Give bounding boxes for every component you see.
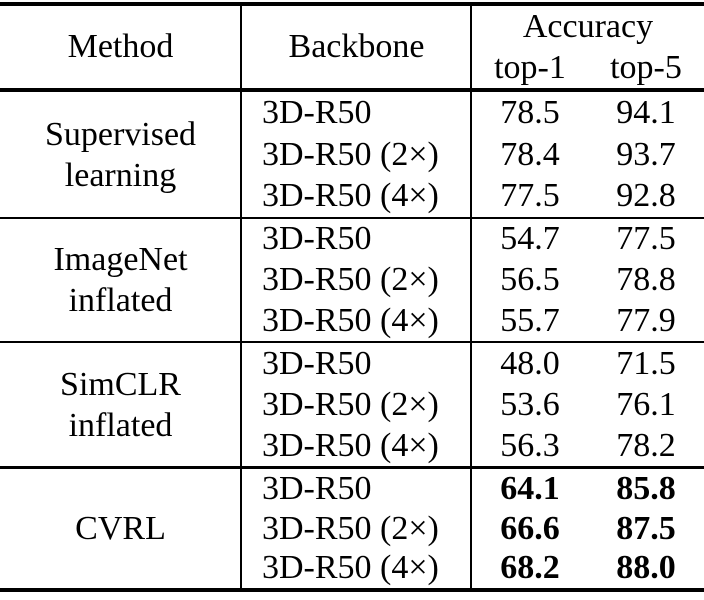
backbone-header-cell: Backbone xyxy=(288,28,425,65)
bottom-rule xyxy=(0,588,704,592)
method-cell: Supervised learning xyxy=(0,92,241,217)
top1-cell: 66.6 xyxy=(500,509,560,547)
top5-cell: 77.5 xyxy=(616,220,676,258)
column-divider xyxy=(470,4,472,590)
table-row: 3D-R50 (2×) 56.5 78.8 xyxy=(241,260,704,301)
top1-cell: 78.4 xyxy=(500,135,560,173)
top5-cell: 71.5 xyxy=(616,344,676,382)
top5-cell: 93.7 xyxy=(616,135,676,173)
top-rule xyxy=(0,2,704,6)
accuracy-header-label: Accuracy xyxy=(522,8,654,45)
table-row: 3D-R50 78.5 94.1 xyxy=(241,92,704,134)
backbone-cell: 3D-R50 xyxy=(262,93,372,131)
top1-cell: 56.5 xyxy=(500,261,560,298)
column-divider xyxy=(240,4,242,590)
backbone-cell: 3D-R50 (4×) xyxy=(262,301,439,339)
top1-cell: 68.2 xyxy=(500,549,560,587)
top5-cell: 88.0 xyxy=(616,549,676,587)
backbone-cell: 3D-R50 (2×) xyxy=(262,509,439,547)
accuracy-header-cell: Accuracy top-1 top-5 xyxy=(472,6,704,88)
top1-cell: 55.7 xyxy=(500,301,560,339)
method-cell: SimCLR inflated xyxy=(0,343,241,466)
group-simclr-inflated: SimCLR inflated 3D-R50 48.0 71.5 3D-R50 … xyxy=(0,343,704,466)
top5-header-cell: top-5 xyxy=(610,49,682,86)
backbone-cell: 3D-R50 (2×) xyxy=(262,261,439,298)
method-line: ImageNet xyxy=(53,241,188,278)
top1-cell: 64.1 xyxy=(500,469,560,507)
backbone-cell: 3D-R50 xyxy=(262,220,372,258)
top1-cell: 53.6 xyxy=(500,385,560,423)
group-separator xyxy=(0,217,704,219)
top1-cell: 77.5 xyxy=(500,177,560,215)
table-row: 3D-R50 (4×) 77.5 92.8 xyxy=(241,175,704,217)
backbone-cell: 3D-R50 (2×) xyxy=(262,385,439,423)
method-cell: CVRL xyxy=(0,469,241,588)
table-row: 3D-R50 54.7 77.5 xyxy=(241,219,704,260)
backbone-cell: 3D-R50 xyxy=(262,344,372,382)
method-cell: ImageNet inflated xyxy=(0,219,241,341)
method-line: CVRL xyxy=(75,510,166,547)
top1-header-cell: top-1 xyxy=(494,49,566,86)
top5-cell: 78.8 xyxy=(616,261,676,298)
table-row: 3D-R50 48.0 71.5 xyxy=(241,343,704,384)
table-row: 3D-R50 (2×) 78.4 93.7 xyxy=(241,134,704,176)
backbone-cell: 3D-R50 (4×) xyxy=(262,549,439,587)
table-row: 3D-R50 64.1 85.8 xyxy=(241,469,704,509)
top5-cell: 92.8 xyxy=(616,177,676,215)
top1-cell: 78.5 xyxy=(500,93,560,131)
backbone-cell: 3D-R50 xyxy=(262,469,372,507)
table-row: 3D-R50 (4×) 68.2 88.0 xyxy=(241,548,704,588)
top1-cell: 56.3 xyxy=(500,426,560,464)
top1-cell: 54.7 xyxy=(500,220,560,258)
group-supervised-learning: Supervised learning 3D-R50 78.5 94.1 3D-… xyxy=(0,92,704,217)
group-imagenet-inflated: ImageNet inflated 3D-R50 54.7 77.5 3D-R5… xyxy=(0,219,704,341)
method-line: Supervised xyxy=(44,115,197,153)
backbone-cell: 3D-R50 (4×) xyxy=(262,426,439,464)
method-header-cell: Method xyxy=(67,28,174,65)
header-rule xyxy=(0,88,704,92)
top5-cell: 77.9 xyxy=(616,301,676,339)
top5-cell: 76.1 xyxy=(616,385,676,423)
table-header: Method Backbone Accuracy top-1 top-5 xyxy=(0,6,704,88)
top5-cell: 94.1 xyxy=(616,93,676,131)
table-row: 3D-R50 (4×) 55.7 77.9 xyxy=(241,300,704,341)
backbone-cell: 3D-R50 (2×) xyxy=(262,135,439,173)
method-line: inflated xyxy=(68,406,173,444)
table-row: 3D-R50 (4×) 56.3 78.2 xyxy=(241,425,704,466)
method-line: SimCLR xyxy=(60,365,181,403)
top1-cell: 48.0 xyxy=(500,344,560,382)
group-separator xyxy=(0,341,704,343)
top5-cell: 85.8 xyxy=(616,469,676,507)
top5-cell: 87.5 xyxy=(616,509,676,547)
method-line: inflated xyxy=(68,282,173,319)
method-line: learning xyxy=(64,156,177,194)
group-separator-bold xyxy=(0,466,704,469)
table-row: 3D-R50 (2×) 66.6 87.5 xyxy=(241,509,704,549)
table-row: 3D-R50 (2×) 53.6 76.1 xyxy=(241,384,704,425)
group-cvrl: CVRL 3D-R50 64.1 85.8 3D-R50 (2×) 66.6 8… xyxy=(0,469,704,588)
backbone-cell: 3D-R50 (4×) xyxy=(262,177,439,215)
accuracy-subheader: top-1 top-5 xyxy=(472,48,704,88)
top5-cell: 78.2 xyxy=(616,426,676,464)
